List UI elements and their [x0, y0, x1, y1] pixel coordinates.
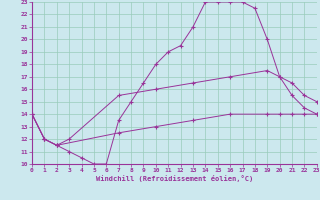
X-axis label: Windchill (Refroidissement éolien,°C): Windchill (Refroidissement éolien,°C): [96, 175, 253, 182]
